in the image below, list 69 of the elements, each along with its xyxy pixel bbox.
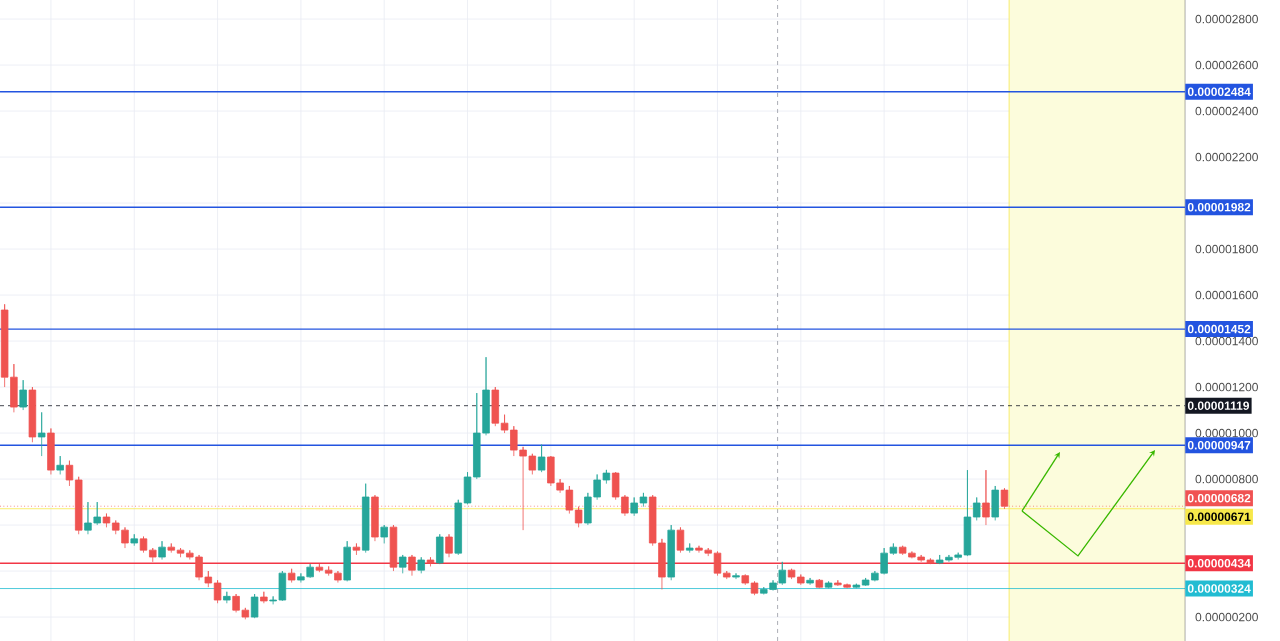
ref-line-label: 0.00001119 bbox=[1187, 401, 1250, 410]
candlestick bbox=[352, 543, 361, 556]
candlestick bbox=[149, 547, 157, 563]
y-tick-label: 0.00002400 bbox=[1195, 106, 1258, 116]
candlestick bbox=[130, 533, 138, 547]
candlestick bbox=[713, 551, 722, 577]
candlestick bbox=[167, 543, 176, 554]
ref-line-label: 0.00000324 bbox=[1187, 584, 1251, 593]
y-tick-label: 0.00001400 bbox=[1195, 336, 1258, 346]
y-tick-label: 0.00001600 bbox=[1195, 290, 1258, 300]
candlestick bbox=[417, 556, 425, 574]
candlestick bbox=[223, 591, 231, 604]
candlestick bbox=[65, 460, 74, 487]
ref-line-label: 0.00000671 bbox=[1187, 512, 1251, 522]
y-tick-label: 0.00001000 bbox=[1195, 428, 1258, 438]
candlestick bbox=[56, 455, 64, 475]
ref-line-label: 0.00000947 bbox=[1187, 441, 1251, 450]
candlestick bbox=[972, 497, 981, 521]
candlestick bbox=[982, 469, 990, 526]
candlestick bbox=[102, 513, 111, 528]
candlestick bbox=[732, 572, 740, 580]
candlestick bbox=[315, 563, 324, 573]
candlestick bbox=[723, 570, 731, 580]
ref-line-label: 0.00002484 bbox=[1187, 87, 1251, 97]
candlestick bbox=[815, 578, 824, 589]
candlestick bbox=[806, 577, 814, 586]
candlestick bbox=[139, 536, 148, 554]
y-tick-label: 0.00002600 bbox=[1195, 60, 1258, 70]
candlestick bbox=[28, 386, 37, 443]
candlestick bbox=[158, 540, 166, 560]
candlestick bbox=[445, 533, 453, 558]
candlestick bbox=[343, 540, 351, 582]
candlestick bbox=[436, 533, 444, 565]
candlestick bbox=[398, 554, 407, 574]
candlestick bbox=[537, 444, 546, 473]
candlestick bbox=[676, 526, 685, 554]
candlestick bbox=[380, 524, 388, 544]
candlestick bbox=[213, 579, 222, 604]
y-tick-label: 0.00002800 bbox=[1195, 14, 1258, 24]
candlestick bbox=[408, 554, 416, 577]
candlestick bbox=[287, 568, 296, 583]
candlestick bbox=[37, 411, 46, 457]
candlestick bbox=[250, 593, 259, 619]
candlestick bbox=[685, 543, 694, 554]
ref-line-label: 0.00000434 bbox=[1187, 558, 1251, 568]
candlestick bbox=[491, 386, 500, 427]
y-tick-label: 0.00001200 bbox=[1195, 382, 1258, 392]
candlestick bbox=[667, 524, 675, 581]
y-tick-label: 0.00001800 bbox=[1195, 244, 1258, 254]
candlestick bbox=[852, 583, 861, 589]
ref-line-label: 0.00001982 bbox=[1187, 202, 1251, 212]
candlestick bbox=[426, 556, 435, 567]
candlestick bbox=[260, 591, 268, 604]
y-tick-label: 0.00000800 bbox=[1195, 474, 1258, 484]
y-tick-label: 0.00000200 bbox=[1195, 612, 1258, 622]
candlestick bbox=[19, 379, 27, 411]
ref-line-label: 0.00001452 bbox=[1187, 324, 1251, 334]
candlestick bbox=[574, 506, 583, 528]
candlestick bbox=[454, 499, 462, 556]
ref-line-label: 0.00000682 bbox=[1187, 493, 1251, 503]
candlestick bbox=[824, 581, 833, 589]
candlestick bbox=[47, 428, 55, 475]
candlestick bbox=[741, 574, 749, 586]
y-tick-label: 0.00002200 bbox=[1195, 152, 1258, 162]
candlestick bbox=[1000, 487, 1009, 510]
candlestick bbox=[991, 485, 999, 521]
candlestick bbox=[389, 524, 398, 572]
candlestick bbox=[750, 581, 759, 596]
candlestick bbox=[361, 483, 370, 554]
